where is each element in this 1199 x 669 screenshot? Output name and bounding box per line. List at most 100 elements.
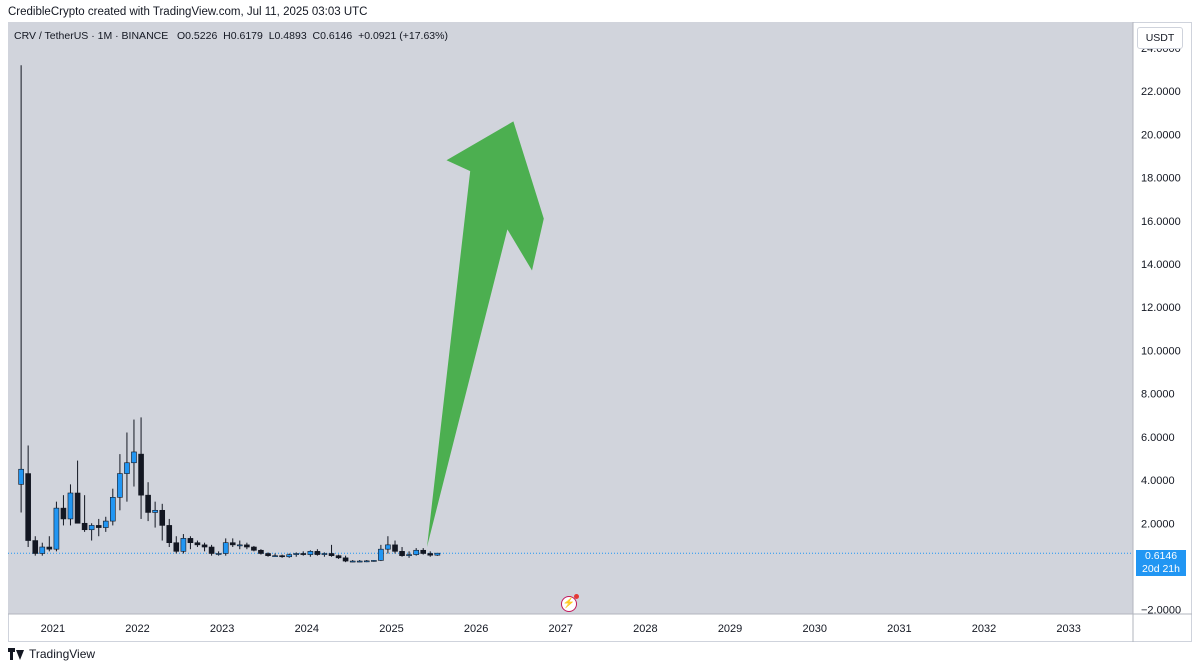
candle-body-down: [251, 546, 257, 551]
green-up-arrow: [427, 121, 544, 548]
candle-body-down: [166, 525, 173, 544]
candle-body-down: [95, 525, 102, 528]
y-tick-label: 14.0000: [1141, 259, 1181, 271]
x-tick-label: 2030: [802, 623, 826, 635]
candle-body-up: [53, 507, 60, 550]
candle-body-down: [427, 553, 434, 556]
price-chart[interactable]: 24.000022.000020.000018.000016.000014.00…: [8, 22, 1192, 642]
legend-open-value: 0.5226: [185, 30, 218, 42]
candle-body-up: [356, 560, 363, 563]
x-tick-label: 2026: [464, 623, 488, 635]
candle-body-down: [399, 551, 405, 556]
tradingview-logo-icon: [8, 648, 24, 660]
candle-body-down: [74, 492, 81, 524]
candle-body-up: [222, 542, 229, 554]
x-tick-label: 2023: [210, 623, 234, 635]
candle-body-up: [363, 560, 370, 563]
candle-body-up: [349, 560, 356, 563]
legend-change: +0.0921 (+17.63%): [358, 30, 448, 42]
candle-body-down: [201, 544, 208, 548]
candle-body-down: [194, 542, 201, 546]
candle-body-up: [413, 549, 419, 555]
candle-body-up: [215, 553, 222, 555]
y-tick-label: 10.0000: [1141, 345, 1181, 357]
candle-body-down: [335, 555, 342, 559]
y-tick-label: 2.0000: [1141, 518, 1175, 530]
y-tick-label: 6.0000: [1141, 432, 1175, 444]
candle-body-down: [138, 453, 144, 496]
y-tick-label: 18.0000: [1141, 173, 1181, 185]
legend-low-label: L: [268, 30, 275, 42]
candle-body-down: [145, 494, 151, 513]
candle-body-up: [117, 473, 123, 498]
candle-body-down: [46, 546, 53, 550]
candle-body-down: [258, 549, 264, 554]
footer-brand-text: TradingView: [29, 647, 96, 661]
candle-body-down: [342, 557, 349, 562]
current-price-label: 0.6146 20d 21h: [1136, 550, 1186, 576]
x-tick-label: 2032: [972, 623, 996, 635]
candle-body-down: [173, 542, 180, 552]
candle-body-down: [328, 553, 335, 556]
candle-body-up: [131, 451, 137, 464]
candle-body-up: [378, 548, 384, 561]
candle-body-up: [272, 555, 278, 557]
legend-open-label: O: [177, 30, 186, 42]
candle-body-down: [244, 544, 250, 548]
y-tick-label: 4.0000: [1141, 475, 1175, 487]
candle-body-up: [67, 492, 74, 520]
x-tick-label: 2028: [633, 623, 657, 635]
y-tick-label: 22.0000: [1141, 86, 1181, 98]
ohlc-legend: CRV / TetherUS · 1M · BINANCE O0.5226 H0…: [14, 30, 448, 42]
candle-body-down: [159, 509, 166, 526]
candle-body-down: [314, 551, 321, 555]
legend-close-label: C: [312, 30, 321, 42]
x-tick-label: 2027: [549, 623, 573, 635]
candle-body-down: [81, 522, 88, 531]
candle-body-up: [180, 538, 187, 552]
candle-body-down: [208, 546, 215, 554]
x-tick-label: 2033: [1056, 623, 1080, 635]
candle-body-up: [152, 509, 158, 513]
candle-body-up: [406, 554, 412, 556]
candle-body-up: [102, 520, 109, 528]
candle-body-down: [265, 553, 271, 556]
y-tick-label: 8.0000: [1141, 389, 1175, 401]
candle-body-down: [229, 542, 236, 546]
candle-body-down: [25, 473, 31, 541]
legend-symbol: CRV / TetherUS · 1M · BINANCE: [14, 30, 169, 42]
candle-body-down: [32, 540, 39, 554]
candle-body-up: [286, 554, 293, 558]
current-price-value: 0.6146: [1144, 550, 1178, 562]
candle-body-down: [392, 544, 398, 552]
footer-brand: TradingView: [8, 647, 95, 661]
legend-low-value: 0.4893: [274, 30, 307, 42]
candle-body-down: [420, 549, 427, 554]
y-tick-label: 12.0000: [1141, 302, 1181, 314]
candle-body-up: [293, 553, 300, 555]
candle-body-up: [321, 553, 328, 555]
candle-body-down: [60, 507, 67, 520]
x-tick-label: 2024: [295, 623, 319, 635]
legend-close-value: 0.6146: [320, 30, 353, 42]
y-tick-label: 20.0000: [1141, 129, 1181, 141]
lightning-icon[interactable]: ⚡: [561, 594, 579, 612]
x-tick-label: 2029: [718, 623, 742, 635]
candle-body-up: [371, 560, 377, 562]
bar-countdown: 20d 21h: [1142, 563, 1180, 575]
candle-body-down: [187, 538, 194, 544]
currency-unit-button[interactable]: USDT: [1137, 27, 1183, 49]
x-tick-label: 2025: [379, 623, 403, 635]
legend-high-value: 0.6179: [230, 30, 263, 42]
candle-body-up: [88, 525, 95, 531]
x-tick-label: 2031: [887, 623, 911, 635]
candle-body-up: [236, 544, 243, 547]
candle-body-up: [124, 462, 130, 474]
plot-area: [8, 22, 1133, 614]
candle-body-down: [300, 553, 307, 555]
y-tick-label: −2.0000: [1141, 605, 1181, 617]
candle-body-down: [279, 555, 285, 558]
x-tick-label: 2021: [41, 623, 65, 635]
y-tick-label: 16.0000: [1141, 216, 1181, 228]
legend-high-label: H: [223, 30, 231, 42]
